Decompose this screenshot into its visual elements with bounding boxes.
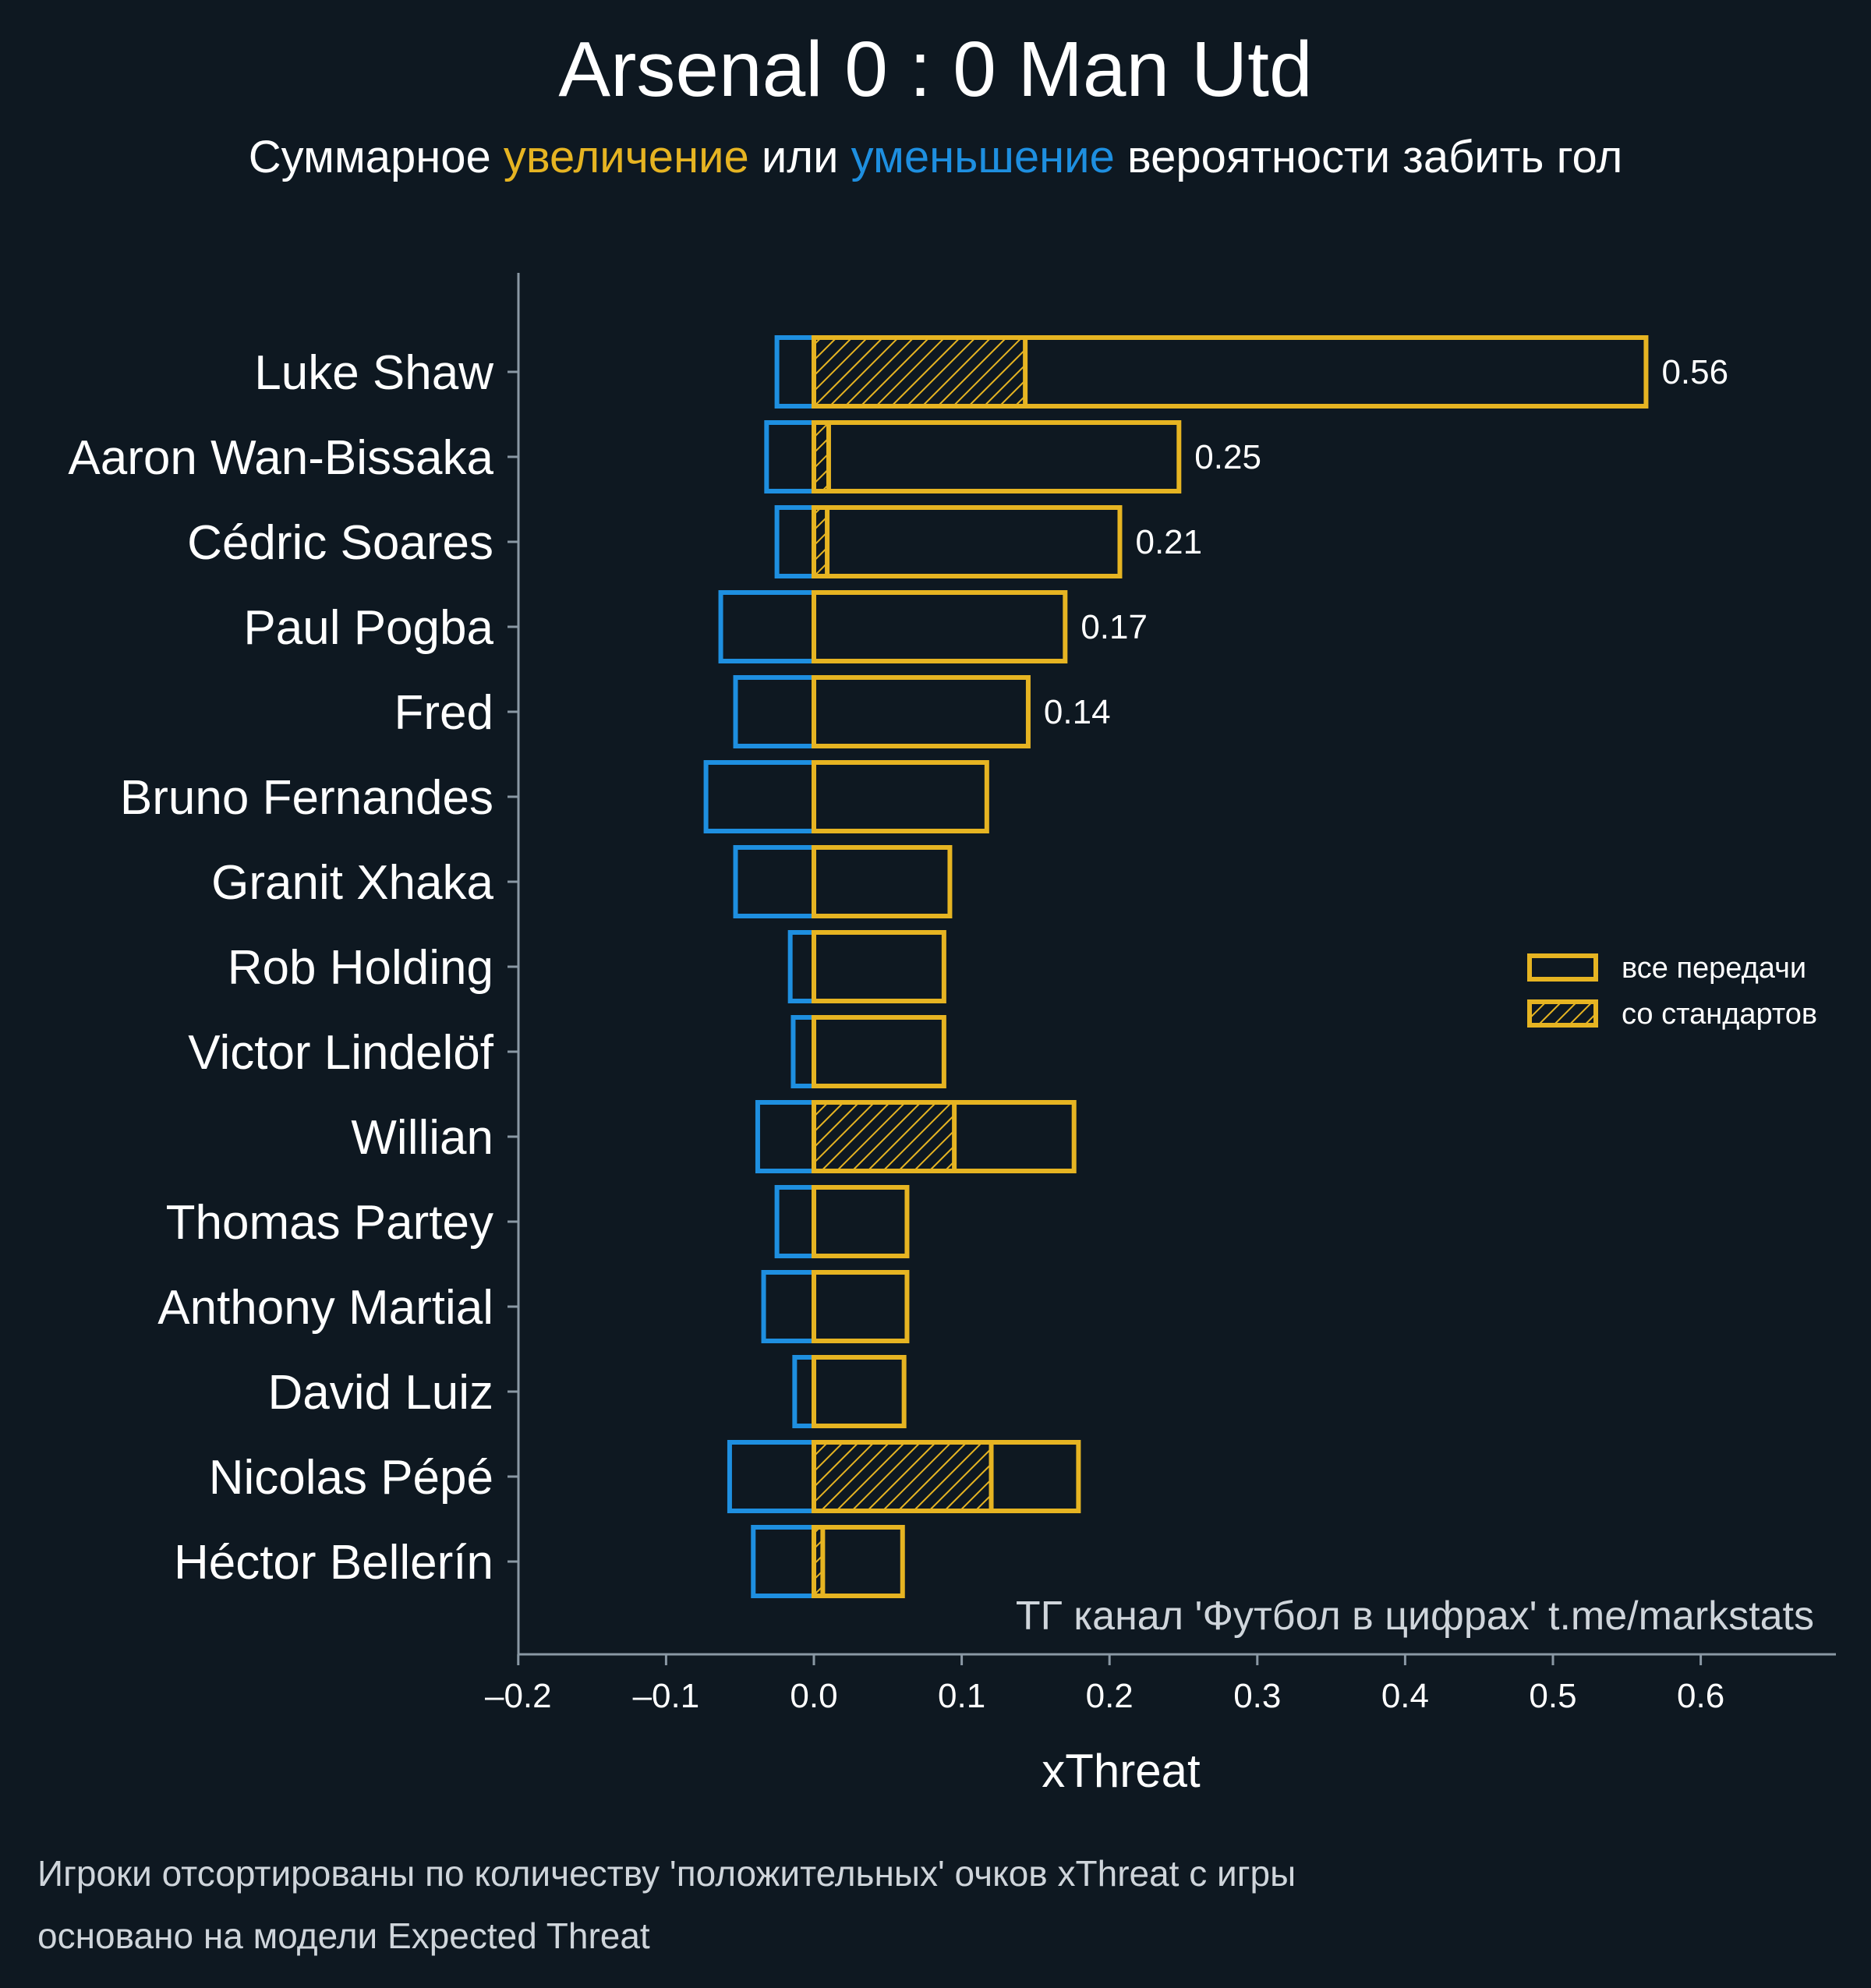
player-name-label: Paul Pogba bbox=[243, 601, 493, 655]
positive-bar bbox=[812, 335, 1649, 409]
watermark: ТГ канал 'Футбол в цифрах' t.me/markstat… bbox=[1016, 1594, 1814, 1639]
negative-bar bbox=[703, 760, 816, 833]
positive-bar bbox=[812, 1185, 910, 1258]
player-name-label: David Luiz bbox=[268, 1366, 493, 1420]
chart-title: Arsenal 0 : 0 Man Utd bbox=[558, 26, 1313, 113]
footnote-sorting: Игроки отсортированы по количеству 'поло… bbox=[37, 1853, 1296, 1894]
x-tick-label: 0.2 bbox=[1086, 1677, 1134, 1715]
player-name-label: Willian bbox=[351, 1111, 493, 1165]
player-name-label: Rob Holding bbox=[228, 941, 493, 995]
player-name-label: Nicolas Pépé bbox=[209, 1451, 493, 1505]
positive-bar bbox=[812, 845, 953, 918]
x-tick-label: –0.2 bbox=[485, 1677, 552, 1715]
player-name-label: Bruno Fernandes bbox=[120, 771, 493, 825]
player-name-label: Granit Xhaka bbox=[211, 856, 493, 910]
negative-bar bbox=[787, 930, 817, 1003]
positive-bar bbox=[812, 1525, 905, 1598]
positive-bar bbox=[812, 590, 1068, 663]
subtitle-negative: уменьшение bbox=[851, 132, 1115, 182]
subtitle-positive: увеличение bbox=[503, 132, 749, 182]
player-name-label: Anthony Martial bbox=[157, 1281, 493, 1335]
positive-bar bbox=[812, 760, 989, 833]
set-piece-bar bbox=[812, 1440, 994, 1513]
axes-layer: Luke Shaw Aaron Wan-Bissaka Cédric Soares P… bbox=[68, 273, 1836, 1715]
player-name-label: Aaron Wan-Bissaka bbox=[68, 431, 493, 485]
negative-bar bbox=[790, 1015, 816, 1088]
value-label: 0.56 bbox=[1661, 353, 1728, 391]
set-piece-bar bbox=[812, 1100, 957, 1173]
x-axis-title: xThreat bbox=[1042, 1745, 1201, 1797]
negative-bar bbox=[792, 1355, 816, 1428]
legend-label: все передачи bbox=[1622, 952, 1806, 985]
x-tick-label: 0.3 bbox=[1233, 1677, 1281, 1715]
positive-bar bbox=[812, 930, 946, 1003]
player-name-label: Fred bbox=[394, 686, 493, 740]
legend: все передачи со стандартов bbox=[1527, 952, 1817, 1031]
player-name-label: Luke Shaw bbox=[254, 346, 493, 400]
value-label: 0.17 bbox=[1081, 608, 1148, 646]
negative-bar bbox=[774, 1185, 816, 1258]
subtitle-part3: вероятности забить гол bbox=[1114, 132, 1623, 182]
negative-bar bbox=[774, 505, 816, 578]
negative-bar bbox=[755, 1100, 817, 1173]
negative-bar bbox=[733, 675, 817, 748]
x-tick-label: –0.1 bbox=[633, 1677, 700, 1715]
x-tick-label: 0.4 bbox=[1381, 1677, 1429, 1715]
negative-bar bbox=[727, 1440, 816, 1513]
player-name-label: Cédric Soares bbox=[187, 516, 493, 570]
footnote-model: основано на модели Expected Threat bbox=[37, 1915, 650, 1956]
positive-bar bbox=[812, 675, 1031, 748]
legend-swatch-outline bbox=[1527, 953, 1598, 982]
subtitle-part1: Суммарное bbox=[248, 132, 504, 182]
player-name-label: Thomas Partey bbox=[166, 1196, 493, 1250]
set-piece-bar bbox=[812, 335, 1028, 409]
positive-bar bbox=[812, 505, 1123, 578]
legend-label: со стандартов bbox=[1622, 998, 1817, 1031]
player-name-label: Héctor Bellerín bbox=[174, 1536, 493, 1590]
x-tick-label: 0.6 bbox=[1677, 1677, 1724, 1715]
positive-bar bbox=[812, 1440, 1081, 1513]
chart-subtitle: Суммарное увеличение или уменьшение веро… bbox=[0, 131, 1871, 183]
positive-bar bbox=[812, 1015, 946, 1088]
negative-bar bbox=[761, 1270, 817, 1343]
value-label: 0.21 bbox=[1135, 523, 1202, 561]
subtitle-part2: или bbox=[748, 132, 851, 182]
positive-bar bbox=[812, 1355, 907, 1428]
negative-bar bbox=[751, 1525, 816, 1598]
x-tick-label: 0.1 bbox=[938, 1677, 985, 1715]
player-name-label: Victor Lindelöf bbox=[188, 1026, 494, 1080]
x-tick-label: 0.5 bbox=[1529, 1677, 1576, 1715]
positive-bar bbox=[812, 1100, 1077, 1173]
value-label: 0.25 bbox=[1194, 438, 1261, 476]
legend-swatch-hatched bbox=[1527, 999, 1598, 1028]
x-tick-label: 0.0 bbox=[790, 1677, 837, 1715]
positive-bar bbox=[812, 1270, 910, 1343]
negative-bar bbox=[764, 420, 817, 493]
bars-layer: 0.56 0.25 0.21 0.17 0.14 bbox=[703, 335, 1728, 1598]
value-label: 0.14 bbox=[1044, 693, 1111, 731]
positive-bar bbox=[812, 420, 1182, 493]
negative-bar bbox=[718, 590, 816, 663]
negative-bar bbox=[774, 335, 816, 409]
negative-bar bbox=[733, 845, 817, 918]
